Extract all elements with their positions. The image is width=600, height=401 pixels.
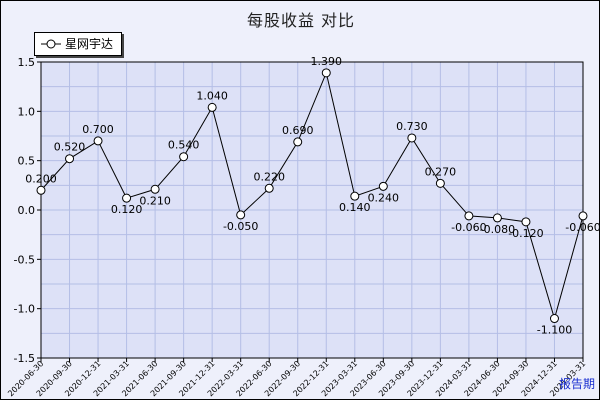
data-point bbox=[293, 137, 303, 147]
data-point bbox=[36, 185, 46, 195]
data-point bbox=[122, 193, 132, 203]
data-label: 0.690 bbox=[282, 124, 314, 137]
y-tick-label: 0.5 bbox=[18, 155, 36, 168]
data-label: 0.140 bbox=[339, 201, 371, 214]
data-point bbox=[435, 178, 445, 188]
data-point bbox=[407, 133, 417, 143]
data-label: 1.040 bbox=[196, 89, 228, 102]
data-point bbox=[378, 181, 388, 191]
data-label: 0.270 bbox=[425, 165, 457, 178]
data-point bbox=[65, 154, 75, 164]
y-tick-label: -0.5 bbox=[14, 253, 35, 266]
data-point bbox=[464, 211, 474, 221]
y-tick-label: 1.0 bbox=[18, 105, 36, 118]
data-label: 0.200 bbox=[25, 172, 57, 185]
data-label: 0.220 bbox=[253, 170, 285, 183]
data-point bbox=[321, 68, 331, 78]
data-point bbox=[150, 184, 160, 194]
data-label: 0.210 bbox=[139, 194, 171, 207]
data-label: 0.700 bbox=[82, 123, 114, 136]
data-label: -0.050 bbox=[223, 220, 258, 233]
period-link[interactable]: 报告期 bbox=[559, 377, 596, 391]
data-label: 0.540 bbox=[168, 139, 200, 152]
data-label: 1.390 bbox=[311, 55, 343, 68]
legend-marker-icon bbox=[41, 39, 61, 49]
data-point bbox=[236, 210, 246, 220]
data-label: 0.240 bbox=[368, 191, 400, 204]
data-point bbox=[549, 314, 559, 324]
data-label: -0.080 bbox=[480, 223, 515, 236]
data-label: -0.060 bbox=[565, 221, 600, 234]
data-label: 0.120 bbox=[111, 203, 143, 216]
data-label: -0.060 bbox=[451, 221, 486, 234]
data-point bbox=[207, 102, 217, 112]
y-tick-label: 0.0 bbox=[18, 204, 36, 217]
y-tick-label: -1.5 bbox=[14, 352, 35, 365]
y-tick-label: -1.0 bbox=[14, 303, 35, 316]
data-point bbox=[492, 213, 502, 223]
data-point bbox=[93, 136, 103, 146]
series-line bbox=[40, 71, 584, 321]
data-point bbox=[179, 152, 189, 162]
data-label: 0.730 bbox=[396, 120, 428, 133]
data-label: 0.520 bbox=[54, 141, 86, 154]
legend-label: 星网宇达 bbox=[65, 37, 114, 51]
data-point bbox=[264, 183, 274, 193]
legend: 星网宇达 bbox=[34, 32, 122, 56]
data-label: -0.120 bbox=[508, 227, 543, 240]
y-tick-label: 1.5 bbox=[18, 56, 36, 69]
data-point bbox=[350, 191, 360, 201]
data-point bbox=[578, 211, 588, 221]
chart-title: 每股收益 对比 bbox=[246, 11, 356, 30]
data-label: -1.100 bbox=[537, 324, 572, 337]
data-point bbox=[521, 217, 531, 227]
